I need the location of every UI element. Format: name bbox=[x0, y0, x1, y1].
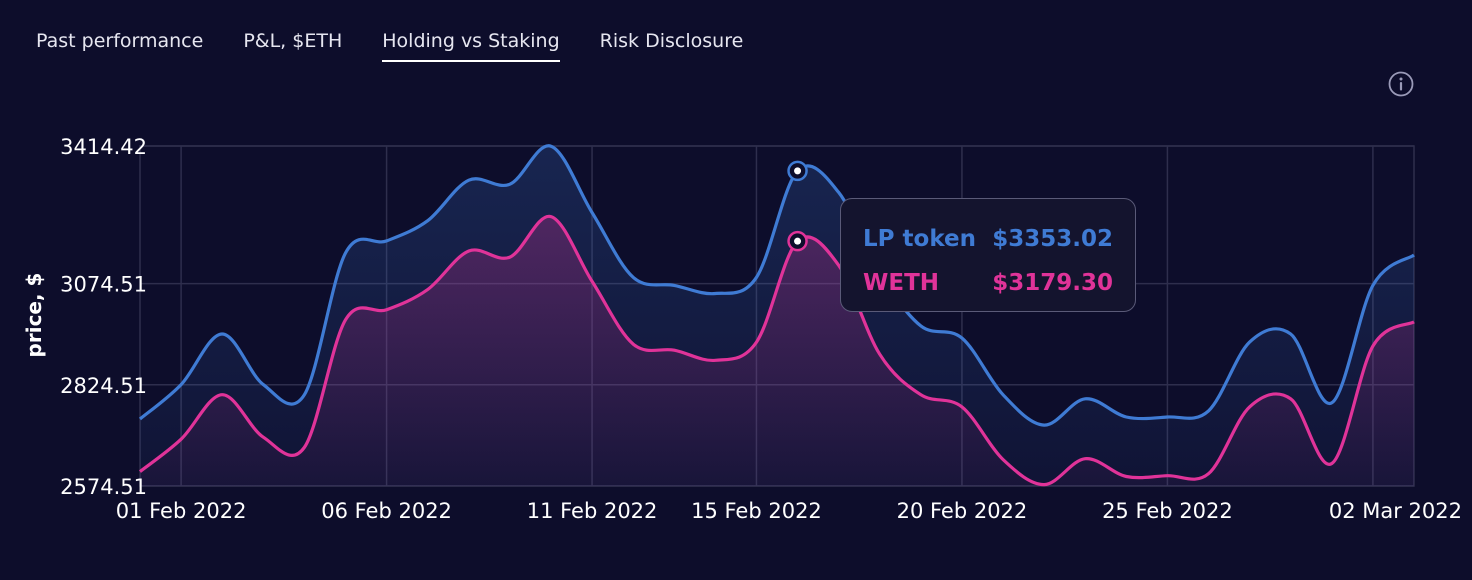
highlight-point-dot bbox=[794, 237, 802, 245]
info-icon[interactable] bbox=[1388, 71, 1414, 97]
tab-pnl-eth[interactable]: P&L, $ETH bbox=[243, 30, 343, 52]
x-tick-label: 01 Feb 2022 bbox=[116, 499, 247, 523]
y-tick-label: 2824.51 bbox=[60, 374, 147, 398]
tooltip-lp-name: LP token bbox=[863, 226, 976, 252]
tab-holding-vs-staking[interactable]: Holding vs Staking bbox=[382, 30, 560, 62]
series-line-lp-token bbox=[138, 144, 1415, 427]
x-tick-label: 15 Feb 2022 bbox=[691, 499, 822, 523]
x-tick-label: 02 Mar 2022 bbox=[1329, 499, 1462, 523]
tooltip-weth-name: WETH bbox=[863, 270, 940, 296]
y-tick-label: 2574.51 bbox=[60, 475, 147, 499]
tab-past-performance[interactable]: Past performance bbox=[36, 30, 204, 52]
tooltip-row-lp: LP token $3353.02 bbox=[863, 217, 1113, 261]
series-line-weth bbox=[139, 214, 1415, 487]
tooltip-lp-value: $3353.02 bbox=[992, 226, 1113, 252]
y-tick-label: 3414.42 bbox=[60, 135, 147, 159]
tab-bar: Past performance P&L, $ETH Holding vs St… bbox=[36, 30, 783, 62]
highlight-point-dot bbox=[794, 167, 802, 175]
tooltip-row-weth: WETH $3179.30 bbox=[863, 261, 1113, 305]
area-weth bbox=[140, 216, 1414, 486]
y-tick-label: 3074.51 bbox=[60, 273, 147, 297]
x-tick-label: 11 Feb 2022 bbox=[527, 499, 658, 523]
x-tick-label: 20 Feb 2022 bbox=[897, 499, 1028, 523]
x-tick-label: 06 Feb 2022 bbox=[321, 499, 452, 523]
tab-risk-disclosure[interactable]: Risk Disclosure bbox=[599, 30, 744, 52]
x-tick-label: 25 Feb 2022 bbox=[1102, 499, 1233, 523]
tooltip: LP token $3353.02 WETH $3179.30 bbox=[840, 198, 1136, 312]
tooltip-weth-value: $3179.30 bbox=[992, 270, 1113, 296]
